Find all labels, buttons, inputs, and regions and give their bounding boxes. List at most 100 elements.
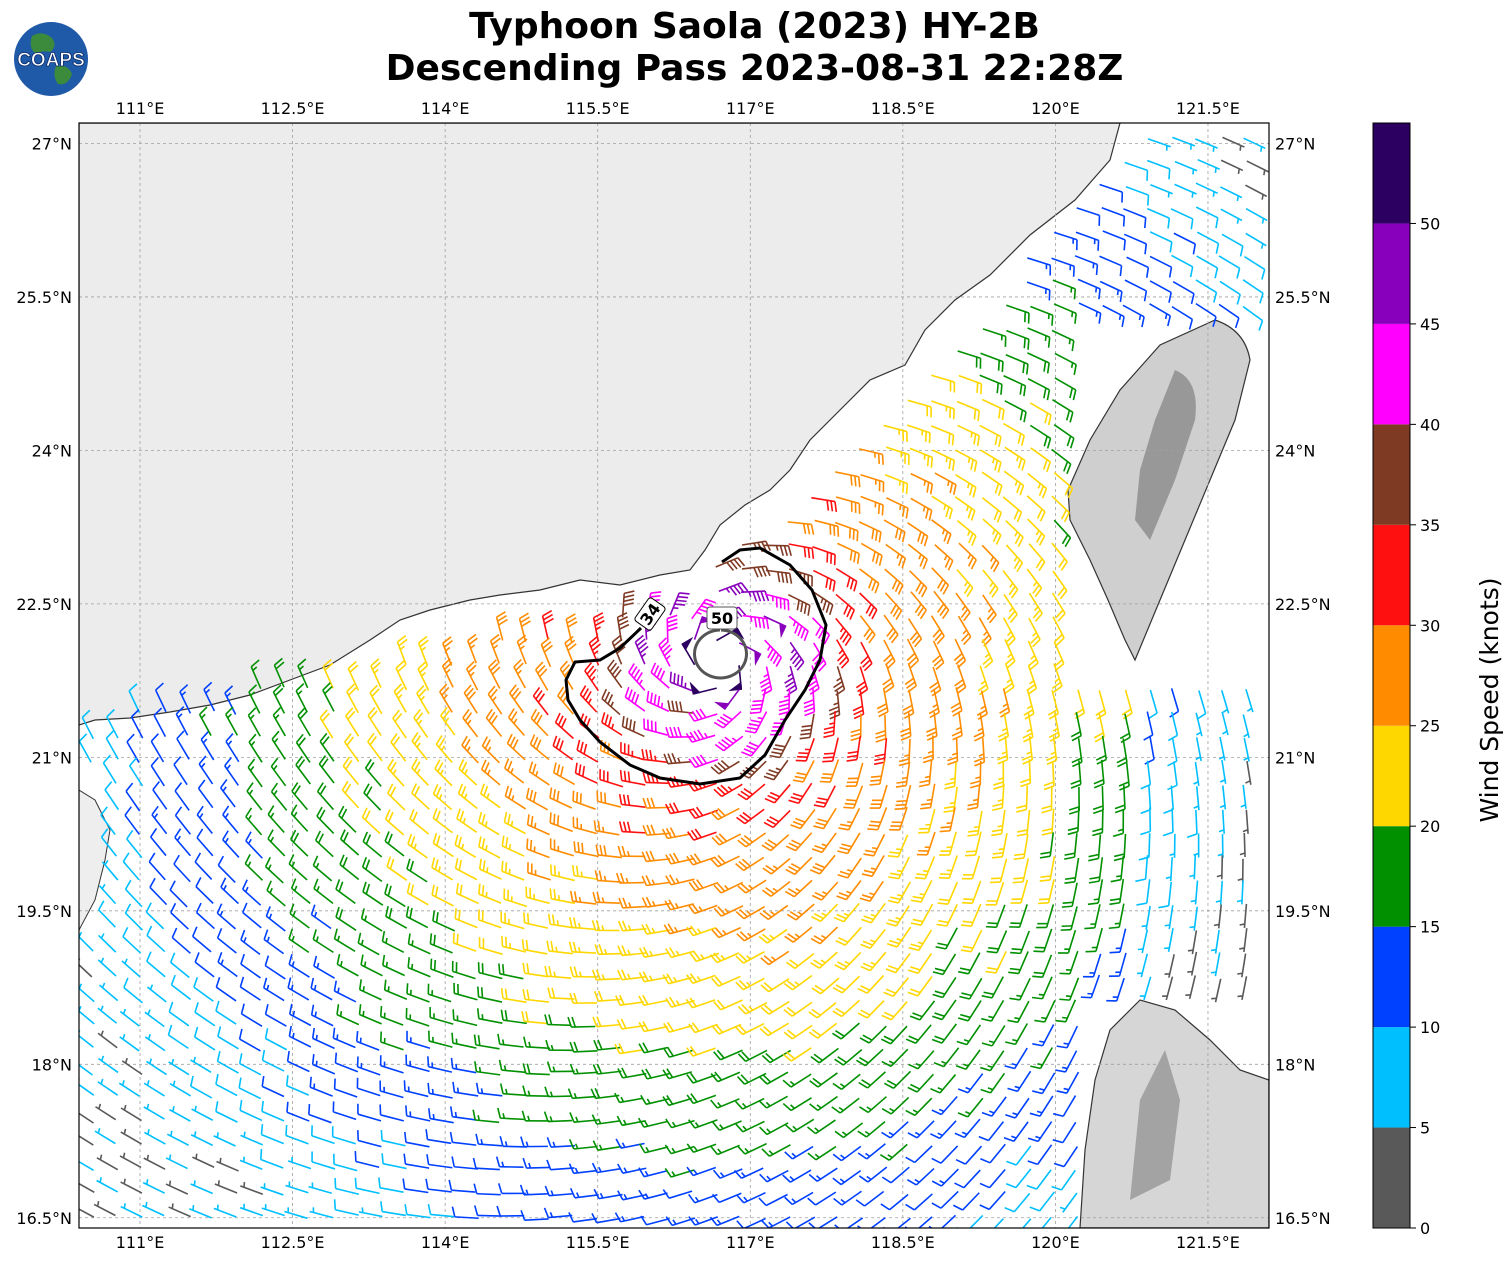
wind-barb (1010, 879, 1029, 904)
wind-barb (1036, 904, 1055, 929)
wind-barb (1174, 160, 1198, 175)
wind-barb (260, 1183, 284, 1196)
wind-barb (1012, 858, 1030, 884)
wind-barb (955, 473, 977, 498)
wind-barb (1195, 279, 1218, 303)
wind-barb (1237, 858, 1244, 883)
wind-barb (601, 712, 623, 736)
wind-barb (686, 1093, 717, 1105)
wind-barb (592, 1063, 622, 1075)
wind-barb (1027, 327, 1051, 348)
wind-barb (1220, 186, 1243, 202)
wind-barb (507, 708, 526, 737)
wind-barb (427, 1082, 453, 1099)
wind-barb (920, 783, 936, 810)
wind-barb (358, 979, 382, 1001)
wind-barb (144, 1033, 166, 1052)
wind-barb (885, 543, 907, 569)
wind-barb (361, 807, 381, 835)
wind-barb (189, 1075, 213, 1099)
wind-barb (803, 687, 816, 717)
wind-barb (819, 759, 840, 783)
wind-barb (564, 635, 577, 666)
wind-barb (735, 950, 765, 964)
wind-barb (980, 1050, 1005, 1072)
wind-barb (407, 957, 431, 978)
wind-barb (1137, 953, 1149, 978)
wind-barb (383, 979, 408, 1001)
wind-barb (1136, 879, 1151, 906)
wind-barb (198, 706, 212, 736)
wind-barb (1162, 808, 1174, 837)
wind-barb (591, 1114, 621, 1125)
wind-barb (979, 1168, 1006, 1189)
wind-barb (687, 708, 718, 722)
wind-barb (806, 1119, 836, 1135)
wind-barb (215, 1073, 238, 1097)
wind-barb (662, 973, 693, 985)
wind-barb (860, 495, 884, 516)
lat-tick-label-right: 19.5°N (1275, 902, 1331, 921)
wind-barb (736, 1072, 767, 1085)
wind-barb (224, 757, 240, 786)
wind-barb (809, 854, 836, 875)
wind-barb (354, 1177, 380, 1195)
wind-barb (411, 783, 430, 810)
wind-barb (784, 1191, 814, 1206)
wind-barb (387, 783, 406, 811)
wind-barb (939, 831, 957, 856)
wind-barb (808, 1167, 838, 1182)
colorbar-tick-label: 10 (1420, 1018, 1440, 1037)
wind-barb (832, 975, 861, 994)
wind-barb (1053, 641, 1065, 671)
wind-barb (224, 685, 237, 715)
wind-barb (873, 738, 888, 766)
wind-barb (758, 1193, 788, 1207)
wind-barb (1164, 954, 1175, 978)
wind-barb (1162, 976, 1174, 1001)
wind-barb (451, 1032, 477, 1049)
wind-barb (710, 807, 740, 821)
wind-barb (812, 546, 836, 566)
wind-barb (845, 762, 864, 788)
wind-barb (97, 1030, 118, 1049)
colorbar-tick-label: 25 (1420, 717, 1440, 736)
wind-barb (166, 1130, 189, 1146)
wind-barb (1053, 1146, 1079, 1168)
wind-barb (1051, 257, 1075, 277)
wind-barb (1027, 640, 1039, 671)
wind-barb (216, 1157, 239, 1172)
wind-barb (1028, 543, 1046, 572)
wind-barb (909, 1000, 936, 1021)
wind-barb (248, 684, 261, 714)
map-title-line2: Descending Pass 2023-08-31 22:28Z (385, 48, 1124, 89)
wind-barb (900, 712, 912, 741)
wind-barb (406, 1030, 431, 1049)
wind-barb (425, 1178, 452, 1193)
wind-barb (1242, 714, 1250, 739)
wind-barb (544, 1185, 574, 1197)
wind-barb (1029, 1191, 1055, 1212)
wind-barb (1173, 232, 1197, 255)
wind-barb (1027, 1144, 1053, 1166)
wind-barb (937, 881, 959, 905)
wind-barb (1005, 520, 1024, 547)
colorbar-bin (1373, 1127, 1410, 1228)
wind-barb (215, 1000, 237, 1025)
wind-barb (1165, 857, 1173, 882)
wind-barb (981, 1025, 1006, 1047)
wind-barb (265, 906, 286, 932)
wind-barb (881, 1096, 910, 1115)
wind-barb (1022, 713, 1034, 743)
lon-tick-label-top: 120°E (1031, 99, 1080, 118)
wind-barb (1147, 689, 1158, 720)
wind-barb (907, 543, 928, 570)
wind-barb (335, 879, 356, 905)
colorbar-tick-label: 40 (1420, 415, 1440, 434)
wind-barb (1147, 138, 1171, 151)
wind-barb (381, 1153, 407, 1170)
wind-barb (982, 569, 999, 598)
wind-barb (666, 614, 678, 643)
wind-barb (501, 860, 525, 881)
wind-barb (1016, 809, 1031, 837)
